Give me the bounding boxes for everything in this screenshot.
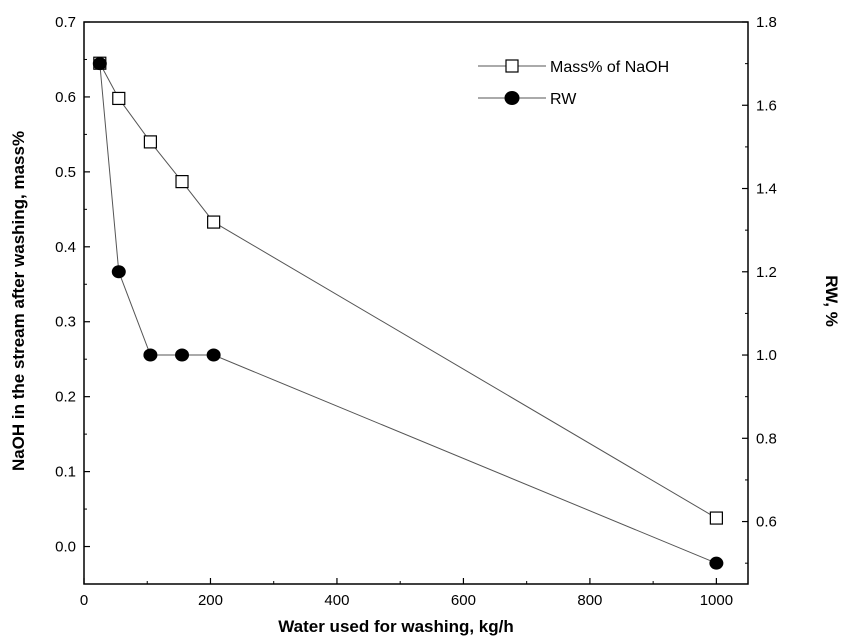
- y-axis-right-title: RW, %: [822, 275, 841, 327]
- x-tick-label: 800: [577, 592, 602, 609]
- data-point-circle: [709, 556, 724, 570]
- y-tick-label: 0.4: [55, 239, 76, 256]
- y-tick-label: 0.3: [55, 314, 76, 331]
- data-point-square: [709, 511, 723, 525]
- x-tick-label: 400: [324, 592, 349, 609]
- legend-square-marker: [505, 59, 519, 73]
- plot-border: [83, 21, 749, 585]
- x-tick-label: 600: [451, 592, 476, 609]
- series-layer: [92, 56, 724, 570]
- data-point-square: [207, 215, 221, 229]
- data-point-square: [175, 175, 189, 189]
- x-tick-label: 1000: [700, 592, 733, 609]
- plot-frame: [83, 21, 749, 585]
- data-point-circle: [111, 265, 126, 279]
- y2-tick-label: 1.4: [756, 181, 777, 198]
- x-axis-title: Water used for washing, kg/h: [278, 617, 514, 636]
- series-line-2: [99, 63, 717, 564]
- data-point-circle: [206, 348, 221, 362]
- data-point-square: [143, 135, 157, 149]
- y-tick-label: 0.2: [55, 389, 76, 406]
- legend: Mass% of NaOH RW: [478, 59, 669, 108]
- x-tick-label: 200: [198, 592, 223, 609]
- x-tick-label: 0: [80, 592, 88, 609]
- series-line-1: [99, 62, 717, 519]
- y-axis-right: 0.6 0.8 1.0 1.2 1.4 1.6 1.8: [742, 14, 777, 564]
- y2-tick-label: 1.0: [756, 347, 777, 364]
- y-tick-label: 0.0: [55, 539, 76, 556]
- y2-tick-label: 0.6: [756, 514, 777, 531]
- y-tick-label: 0.6: [55, 89, 76, 106]
- legend-label: RW: [550, 91, 577, 108]
- y-tick-label: 0.7: [55, 14, 76, 31]
- data-point-square: [112, 91, 126, 106]
- data-point-circle: [92, 57, 107, 71]
- x-axis: 0 200 400 600 800 1000: [80, 578, 733, 609]
- y2-tick-label: 1.8: [756, 14, 777, 31]
- y2-tick-label: 1.2: [756, 264, 777, 281]
- y2-tick-label: 1.6: [756, 97, 777, 114]
- data-point-circle: [175, 348, 190, 362]
- y-tick-label: 0.5: [55, 164, 76, 181]
- y-tick-label: 0.1: [55, 464, 76, 481]
- legend-label: Mass% of NaOH: [550, 59, 669, 76]
- y2-tick-label: 0.8: [756, 430, 777, 447]
- y-axis-left: 0.0 0.1 0.2 0.3 0.4 0.5 0.6 0.7: [55, 14, 90, 556]
- y-axis-left-title: NaOH in the stream after washing, mass%: [9, 131, 28, 471]
- legend-circle-marker: [504, 91, 520, 105]
- data-point-circle: [143, 348, 158, 362]
